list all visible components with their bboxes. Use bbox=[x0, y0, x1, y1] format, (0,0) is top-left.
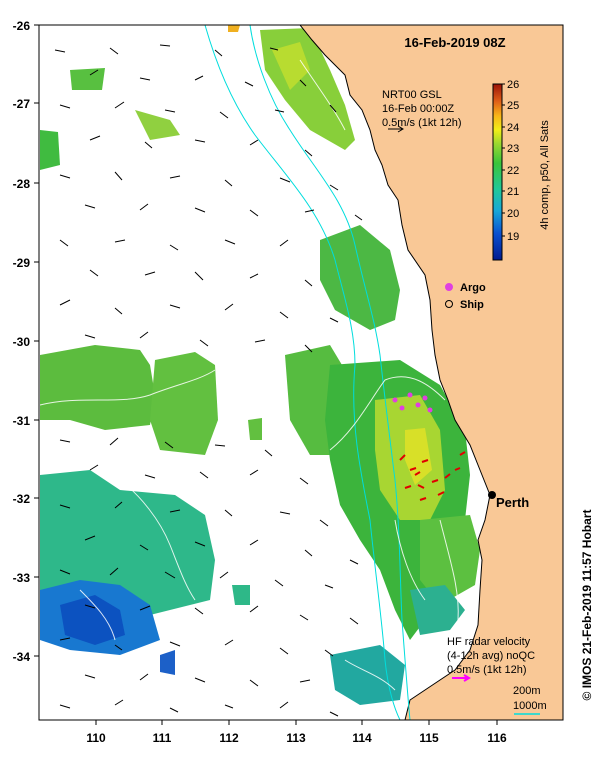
lon-tick-label: 110 bbox=[86, 731, 106, 745]
hf-radar-legend: HF radar velocity (4-12h avg) noQC 0.5m/… bbox=[447, 636, 535, 682]
sst-isotherms bbox=[39, 59, 459, 691]
hf-radar-title: HF radar velocity bbox=[447, 636, 531, 648]
lat-tick-label: -33 bbox=[13, 571, 31, 585]
product-time: 16-Feb 00:00Z bbox=[382, 103, 454, 115]
bathymetry-contours bbox=[204, 25, 411, 720]
hf-radar-subtitle: (4-12h avg) noQC bbox=[447, 650, 535, 662]
colorbar-tick: 25 bbox=[507, 100, 519, 112]
lat-tick-label: -28 bbox=[13, 177, 31, 191]
longitude-labels: 110 111 112 113 114 115 116 bbox=[86, 731, 507, 745]
lon-tick-label: 114 bbox=[352, 731, 372, 745]
legend-argo: Argo bbox=[460, 282, 486, 294]
velocity-info: NRT00 GSL 16-Feb 00:00Z 0.5m/s (1kt 12h) bbox=[382, 89, 461, 133]
lon-tick-label: 116 bbox=[487, 731, 507, 745]
colorbar: 26 25 24 23 22 21 20 19 4h comp, p50, Al… bbox=[492, 79, 551, 261]
colorbar-tick: 26 bbox=[507, 79, 519, 91]
lat-tick-label: -29 bbox=[13, 256, 31, 270]
product-label: NRT00 GSL bbox=[382, 89, 442, 101]
lon-tick-label: 113 bbox=[286, 731, 306, 745]
latitude-labels: -26 -27 -28 -29 -30 -31 -32 -33 -34 bbox=[13, 19, 31, 664]
bathymetry-legend: 200m 1000m bbox=[513, 685, 547, 715]
scale-arrow-icon bbox=[388, 125, 404, 133]
argo-marker-icon bbox=[445, 283, 453, 291]
bathy-label-200: 200m bbox=[513, 685, 541, 697]
sst-field bbox=[40, 25, 480, 705]
ship-marker-icon bbox=[445, 300, 453, 308]
lat-tick-label: -27 bbox=[13, 97, 31, 111]
lat-tick-label: -26 bbox=[13, 19, 31, 33]
velocity-scale: 0.5m/s (1kt 12h) bbox=[382, 117, 461, 129]
lat-tick-label: -30 bbox=[13, 335, 31, 349]
lon-tick-label: 115 bbox=[419, 731, 439, 745]
colorbar-tick: 22 bbox=[507, 165, 519, 177]
colorbar-tick: 24 bbox=[507, 122, 519, 134]
legend-ship: Ship bbox=[460, 299, 484, 311]
city-marker: Perth bbox=[488, 491, 529, 510]
city-dot-icon bbox=[488, 491, 496, 499]
hf-radar-vectors bbox=[399, 451, 466, 501]
colorbar-label: 4h comp, p50, All Sats bbox=[539, 120, 551, 230]
velocity-vectors bbox=[54, 44, 363, 717]
hf-radar-scale: 0.5m/s (1kt 12h) bbox=[447, 664, 526, 676]
colorbar-tick: 19 bbox=[507, 231, 519, 243]
lat-tick-label: -32 bbox=[13, 492, 31, 506]
map-title: 16-Feb-2019 08Z bbox=[404, 35, 505, 50]
lon-tick-label: 112 bbox=[219, 731, 239, 745]
credit-text: © IMOS 21-Feb-2019 11:57 Hobart bbox=[580, 510, 594, 701]
argo-floats bbox=[392, 392, 433, 413]
legend: Argo Ship bbox=[445, 282, 486, 311]
lat-tick-label: -34 bbox=[13, 650, 31, 664]
radar-arrow-icon bbox=[452, 674, 471, 682]
colorbar-tick: 20 bbox=[507, 208, 519, 220]
city-label: Perth bbox=[496, 495, 529, 510]
colorbar-tick: 23 bbox=[507, 143, 519, 155]
colorbar-tick: 21 bbox=[507, 186, 519, 198]
lat-tick-label: -31 bbox=[13, 414, 31, 428]
bathy-label-1000: 1000m bbox=[513, 700, 547, 712]
lon-tick-label: 111 bbox=[153, 731, 172, 745]
